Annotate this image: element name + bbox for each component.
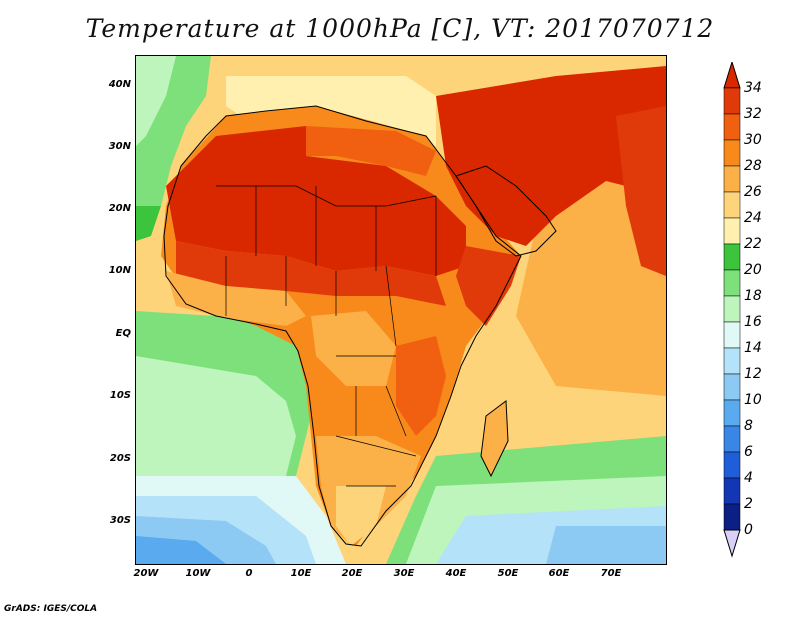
india [616,106,666,276]
colorbar-bin-2-4 [723,477,741,505]
colorbar-bin-26-28 [723,165,741,193]
sahara-med-coast [306,126,436,176]
southern-africa-cool [336,486,386,546]
colorbar-label-34: 34 [744,80,762,96]
lon-label-50e: 50E [497,568,519,579]
arabia-hot [436,66,666,246]
colorbar-label-14: 14 [744,340,762,356]
arabia-coast [455,165,557,257]
colorbar-label-10: 10 [744,392,762,408]
colorbar-bin-12-14 [723,347,741,375]
colorbar-label-26: 26 [744,184,762,200]
south-atlantic-deeper [136,536,226,564]
colorbar-label-30: 30 [744,132,762,148]
atlantic-tropical-green [136,206,161,241]
plot-title: Temperature at 1000hPa [C], VT: 20170707… [85,14,715,43]
lon-label-0: 0 [245,568,253,579]
lat-label-10n: 10N [108,265,131,276]
colorbar-bin-10-12 [723,373,741,401]
atlantic-north-light [136,56,176,146]
lon-label-60e: 60E [548,568,570,579]
africa-coastline [163,105,522,547]
lon-label-70e: 70E [600,568,622,579]
colorbar-label-8: 8 [744,418,753,434]
colorbar-bin-4-6 [723,451,741,479]
colorbar-bin-20-22 [723,243,741,271]
country-borders [216,185,437,487]
colorbar-label-18: 18 [744,288,762,304]
east-africa-rift [396,336,446,436]
temperature-map [135,55,667,565]
map-canvas [136,56,666,564]
lon-label-20e: 20E [341,568,363,579]
colorbar-bin-28-30 [723,139,741,167]
colorbar-label-20: 20 [744,262,762,278]
colorbar-bin-6-8 [723,425,741,453]
lat-label-eq: EQ [115,328,131,339]
colorbar-bin-30-32 [723,113,741,141]
colorbar-bin-18-20 [723,269,741,297]
colorbar-label-4: 4 [744,470,753,486]
colorbar-label-6: 6 [744,444,753,460]
colorbar-label-0: 0 [744,522,753,538]
lat-label-10s: 10S [109,390,131,401]
lat-label-30s: 30S [109,515,131,526]
lon-label-20w: 20W [133,568,159,579]
west-africa-coast [166,271,306,326]
madagascar-coast [480,400,509,478]
lon-label-10w: 10W [185,568,211,579]
south-atlantic-light [136,356,296,476]
congo-basin [311,311,396,386]
colorbar-bin-24-26 [723,191,741,219]
colorbar-bin-16-18 [723,295,741,323]
lat-label-40n: 40N [108,79,131,90]
colorbar [723,62,741,558]
lon-label-40e: 40E [445,568,467,579]
madagascar [481,401,508,476]
colorbar-label-24: 24 [744,210,762,226]
colorbar-bin-32-34 [723,87,741,115]
colorbar-bin-8-10 [723,399,741,427]
lon-label-30e: 30E [393,568,415,579]
colorbar-bin-22-24 [723,217,741,245]
lat-label-20n: 20N [108,203,131,214]
indian-ocean-east [576,276,666,386]
lat-label-20s: 20S [109,453,131,464]
lon-label-10e: 10E [290,568,312,579]
colorbar-bin-14-16 [723,321,741,349]
horn-of-africa [456,246,521,326]
lat-label-30n: 30N [108,141,131,152]
colorbar-label-32: 32 [744,106,762,122]
colorbar-label-16: 16 [744,314,762,330]
colorbar-label-12: 12 [744,366,762,382]
grads-credit: GrADS: IGES/COLA [4,604,98,614]
colorbar-label-2: 2 [744,496,753,512]
colorbar-label-28: 28 [744,158,762,174]
indian-ocean-south-deep [546,526,666,564]
colorbar-under-triangle [723,529,741,558]
colorbar-over-triangle [723,62,741,89]
colorbar-label-22: 22 [744,236,762,252]
colorbar-bin-0-2 [723,503,741,531]
sahel-band [176,241,446,306]
